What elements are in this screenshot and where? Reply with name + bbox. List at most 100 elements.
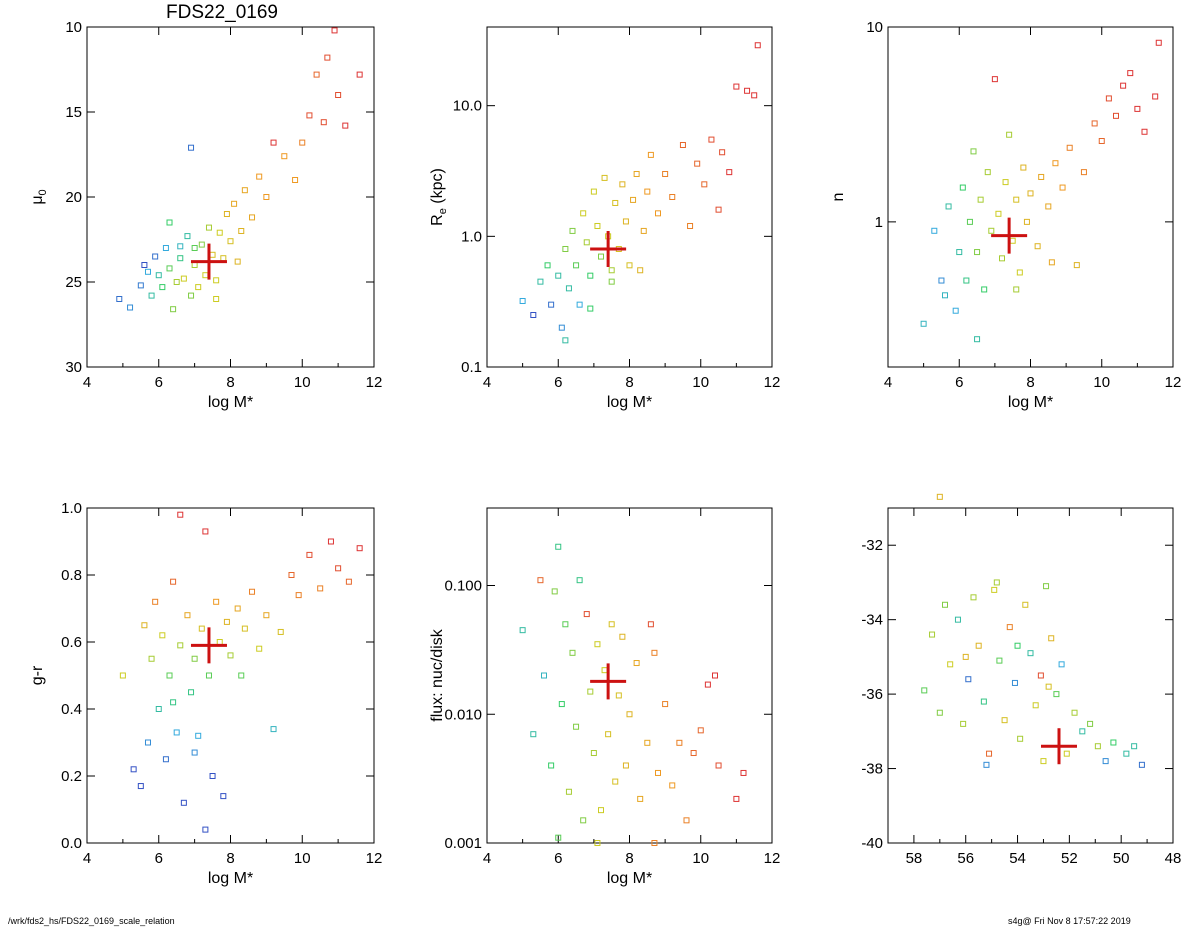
data-point	[1087, 720, 1094, 727]
data-point	[195, 732, 202, 739]
data-point	[708, 136, 715, 143]
x-tick-label: 6	[155, 374, 163, 391]
data-point	[1020, 164, 1027, 171]
data-point	[1032, 702, 1039, 709]
data-point	[177, 511, 184, 518]
y-tick-label: 0.8	[61, 567, 82, 584]
data-point	[317, 585, 324, 592]
data-point	[966, 218, 973, 225]
data-point	[644, 739, 651, 746]
y-tick-label: 0.1	[461, 359, 482, 376]
data-point	[633, 660, 640, 667]
data-point	[608, 621, 615, 628]
data-point	[921, 687, 928, 694]
data-point	[662, 701, 669, 708]
data-point	[234, 258, 241, 265]
y-tick-label: 10	[65, 19, 82, 36]
data-point	[152, 253, 159, 260]
data-point	[942, 292, 948, 299]
y-tick-label: 0.001	[444, 835, 482, 852]
data-point	[1017, 735, 1024, 742]
y-tick-label: 1.0	[61, 500, 82, 517]
data-point	[1059, 184, 1066, 191]
data-point	[223, 211, 230, 217]
data-point	[576, 577, 583, 584]
x-axis-label: log M*	[208, 870, 253, 887]
data-point	[1016, 269, 1023, 276]
data-point	[988, 227, 995, 234]
data-point	[216, 639, 223, 645]
y-axis-label: n	[830, 193, 847, 202]
data-point	[213, 296, 220, 302]
data-point	[213, 598, 220, 605]
footer-timestamp: s4g@ Fri Nov 8 17:57:22 2019	[1008, 916, 1131, 926]
data-point	[945, 203, 952, 210]
data-point	[288, 572, 295, 578]
data-point	[952, 307, 959, 314]
data-point	[963, 277, 970, 284]
data-point	[191, 245, 198, 251]
data-point	[270, 139, 277, 146]
data-point	[1094, 743, 1101, 750]
data-point	[306, 551, 313, 558]
data-point	[1138, 761, 1145, 768]
data-point	[356, 545, 363, 552]
data-point	[630, 196, 637, 203]
data-point	[116, 296, 123, 302]
y-tick-label: 0.2	[61, 768, 82, 785]
data-point	[137, 783, 144, 790]
chart-flux: 4 6 8 10 12 0.001 0.010 0.100 log M* flux: nuc/di…	[429, 507, 781, 887]
y-tick-label: 0.4	[61, 701, 82, 718]
data-point	[615, 692, 622, 699]
y-tick-label: 30	[65, 359, 82, 376]
plot-frame	[86, 507, 375, 844]
data-point	[119, 672, 126, 679]
data-point	[1027, 190, 1034, 197]
data-point	[141, 262, 148, 268]
data-point	[1063, 750, 1070, 757]
y-tick-label: 1.0	[461, 228, 482, 245]
data-point	[612, 778, 619, 785]
x-tick-label: 48	[1165, 850, 1182, 867]
data-point	[587, 272, 594, 279]
data-point	[605, 731, 612, 738]
data-point	[562, 245, 569, 252]
data-point	[590, 750, 597, 757]
x-tick-label: 58	[906, 850, 923, 867]
data-point	[662, 170, 669, 177]
data-point	[1066, 144, 1073, 151]
data-point	[683, 817, 690, 824]
data-point	[1027, 650, 1034, 657]
data-point	[227, 652, 234, 659]
data-point	[1043, 583, 1050, 590]
data-point	[241, 625, 248, 632]
data-point	[936, 709, 943, 716]
chart-coords: 58 56 54 52 50 48 -40 -38 -36 -34 -32	[861, 493, 1182, 867]
y-tick-label: 10	[866, 19, 883, 36]
x-tick-label: 12	[764, 850, 781, 867]
data-point	[1152, 93, 1159, 100]
x-tick-label: 8	[226, 374, 234, 391]
data-point	[1052, 160, 1059, 167]
data-point	[619, 181, 626, 188]
data-point	[202, 826, 209, 833]
data-point	[1134, 105, 1141, 112]
x-tick-label: 4	[884, 374, 892, 391]
data-point	[1037, 672, 1044, 679]
data-point	[583, 239, 590, 246]
data-point	[651, 649, 658, 656]
data-point	[1091, 120, 1098, 127]
data-point	[993, 579, 1000, 586]
data-point	[576, 301, 583, 308]
data-point	[626, 262, 633, 269]
data-point	[580, 817, 587, 824]
y-axis-label: g-r	[29, 665, 46, 685]
data-point	[712, 672, 718, 679]
data-point	[704, 681, 711, 688]
data-point	[1053, 691, 1060, 698]
data-point	[327, 538, 334, 545]
data-point	[726, 169, 733, 176]
data-point	[569, 649, 576, 656]
data-point	[1001, 717, 1008, 724]
